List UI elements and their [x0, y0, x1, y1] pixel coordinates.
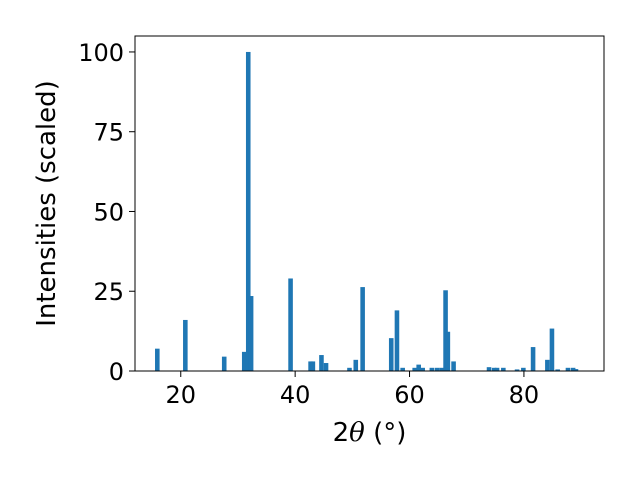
bar — [388, 338, 394, 371]
bar — [443, 290, 448, 371]
x-axis-label-theta: θ — [349, 418, 365, 448]
x-axis-label-unit: (°) — [365, 418, 407, 448]
bar — [288, 278, 293, 371]
x-axis-label-prefix: 2 — [333, 418, 350, 448]
bar — [323, 363, 329, 371]
bar — [347, 367, 352, 371]
y-tick-label: 100 — [78, 39, 124, 67]
bar — [241, 351, 247, 371]
plot-frame — [134, 35, 605, 372]
bar — [545, 359, 550, 371]
bar — [501, 367, 506, 371]
bar — [451, 361, 456, 371]
bar — [221, 356, 227, 371]
y-tick-label: 25 — [93, 278, 124, 306]
bar — [245, 51, 251, 371]
bar — [248, 296, 254, 371]
bar — [555, 369, 560, 371]
bar — [494, 367, 500, 371]
y-tick-label: 75 — [93, 119, 124, 147]
y-tick-label: 0 — [109, 358, 124, 386]
bar — [565, 367, 571, 371]
y-tick-label: 50 — [93, 198, 124, 226]
bar — [521, 367, 526, 371]
x-axis-ticks: 20 40 60 80 — [165, 371, 539, 409]
bar — [353, 359, 359, 371]
y-axis-ticks: 0 25 50 75 100 — [78, 39, 135, 386]
y-axis-label: Intensities (scaled) — [32, 80, 62, 327]
x-axis-label: 2θ (°) — [333, 418, 407, 448]
bar — [360, 287, 365, 371]
bar — [420, 367, 425, 371]
x-tick-label: 40 — [280, 381, 311, 409]
bar — [310, 361, 316, 371]
bars-group — [155, 51, 579, 371]
bar — [416, 364, 421, 371]
bar — [549, 328, 555, 371]
bar — [514, 369, 520, 371]
bar — [570, 367, 576, 371]
x-tick-label: 20 — [165, 381, 196, 409]
bar — [530, 347, 536, 371]
x-tick-label: 80 — [509, 381, 540, 409]
bar — [445, 331, 451, 371]
bar — [434, 367, 440, 371]
bar — [412, 367, 417, 371]
bar — [486, 367, 492, 371]
bar — [491, 367, 497, 371]
bar — [155, 348, 160, 371]
bar — [183, 319, 188, 371]
x-tick-label: 60 — [394, 381, 425, 409]
bar — [319, 355, 324, 371]
bar — [400, 367, 405, 371]
bar — [439, 367, 444, 371]
bar — [394, 310, 400, 371]
bar — [429, 367, 435, 371]
bar — [573, 369, 579, 371]
